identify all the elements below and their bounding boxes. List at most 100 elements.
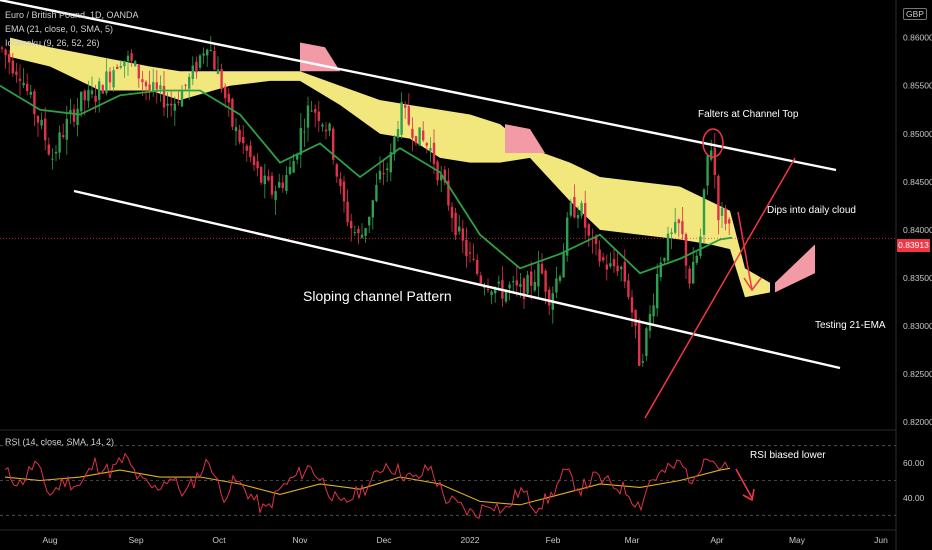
candle-up bbox=[285, 175, 288, 191]
candle-up bbox=[209, 49, 212, 51]
candle-down bbox=[432, 142, 436, 164]
candle-down bbox=[598, 249, 601, 262]
candle-down bbox=[227, 93, 230, 103]
candle-up bbox=[296, 154, 299, 160]
candle-down bbox=[281, 182, 284, 188]
candle-up bbox=[328, 123, 331, 131]
candle-up bbox=[526, 274, 529, 294]
candle-up bbox=[652, 305, 655, 317]
candle-up bbox=[458, 226, 461, 232]
candle-down bbox=[270, 175, 274, 195]
candle-up bbox=[656, 273, 659, 309]
candle-up bbox=[321, 124, 324, 127]
candle-down bbox=[242, 137, 245, 144]
y-tick-label: 0.84000 bbox=[903, 225, 932, 235]
candle-down bbox=[220, 68, 223, 90]
candle-down bbox=[479, 275, 482, 284]
candle-down bbox=[101, 85, 104, 94]
candle-up bbox=[490, 291, 493, 296]
candle-down bbox=[627, 280, 630, 298]
candle-up bbox=[670, 232, 673, 234]
candle-down bbox=[612, 259, 616, 267]
rsi-line bbox=[4, 452, 729, 519]
candle-up bbox=[353, 232, 356, 234]
candle-down bbox=[584, 203, 587, 228]
candle-down bbox=[382, 173, 385, 175]
candle-up bbox=[504, 289, 508, 302]
candle-down bbox=[195, 61, 198, 73]
candle-up bbox=[692, 261, 695, 284]
candle-down bbox=[238, 129, 241, 142]
candle-up bbox=[119, 66, 122, 68]
candle-down bbox=[33, 91, 36, 115]
candle-down bbox=[177, 101, 180, 104]
candle-up bbox=[360, 234, 364, 238]
candle-up bbox=[216, 69, 220, 74]
candle-down bbox=[252, 156, 256, 166]
candle-up bbox=[393, 136, 396, 154]
candle-up bbox=[188, 76, 191, 89]
candle-down bbox=[0, 47, 4, 49]
candle-up bbox=[123, 60, 126, 67]
candle-down bbox=[422, 130, 425, 141]
ichimoku-cloud-bearish bbox=[775, 244, 815, 293]
candle-up bbox=[274, 191, 277, 200]
symbol-title[interactable]: Euro / British Pound, 1D, OANDA bbox=[5, 10, 139, 20]
ichimoku-indicator-label[interactable]: Ichimoku (9, 26, 52, 26) bbox=[5, 38, 100, 48]
ichimoku-cloud-bearish bbox=[505, 124, 545, 154]
candle-down bbox=[447, 180, 450, 206]
candle-down bbox=[515, 280, 518, 286]
candle-down bbox=[332, 128, 335, 160]
candle-up bbox=[645, 328, 648, 356]
y-tick-label: 0.85500 bbox=[903, 81, 932, 91]
candle-up bbox=[112, 70, 115, 88]
candle-up bbox=[299, 127, 302, 155]
candle-up bbox=[555, 278, 558, 293]
candle-down bbox=[573, 196, 576, 218]
candle-up bbox=[569, 202, 572, 216]
candle-down bbox=[184, 84, 187, 86]
candle-up bbox=[90, 90, 94, 95]
candle-down bbox=[717, 175, 720, 221]
candle-down bbox=[44, 118, 47, 141]
candle-down bbox=[8, 54, 11, 63]
candle-down bbox=[260, 166, 263, 183]
candle-up bbox=[580, 203, 583, 216]
candle-down bbox=[141, 79, 144, 83]
candle-down bbox=[314, 108, 317, 113]
candle-down bbox=[544, 270, 547, 292]
candle-down bbox=[540, 263, 544, 274]
ema-indicator-label[interactable]: EMA (21, close, 0, SMA, 5) bbox=[5, 24, 114, 34]
candle-up bbox=[396, 128, 400, 138]
candle-down bbox=[231, 98, 234, 127]
candle-down bbox=[616, 265, 619, 272]
candle-down bbox=[472, 258, 475, 260]
down-arrow-shaft bbox=[737, 211, 753, 291]
candle-up bbox=[69, 110, 72, 114]
candle-up bbox=[483, 287, 486, 289]
candle-down bbox=[335, 164, 338, 177]
candle-up bbox=[497, 281, 500, 284]
rsi-indicator-label[interactable]: RSI (14, close, SMA, 14, 2) bbox=[5, 437, 115, 447]
candle-down bbox=[249, 145, 252, 158]
candle-down bbox=[94, 95, 97, 102]
candle-down bbox=[256, 161, 259, 169]
candle-down bbox=[245, 145, 248, 151]
candle-down bbox=[116, 66, 119, 70]
candle-down bbox=[224, 86, 227, 99]
candle-up bbox=[533, 281, 536, 291]
candle-down bbox=[476, 259, 479, 274]
x-tick-label: Dec bbox=[376, 535, 392, 545]
candle-up bbox=[105, 71, 108, 94]
candle-down bbox=[11, 60, 14, 74]
candle-up bbox=[134, 61, 137, 66]
candle-up bbox=[609, 263, 612, 267]
channel-top-line bbox=[0, 0, 837, 172]
candle-up bbox=[400, 101, 403, 135]
y-tick-label: 0.82000 bbox=[903, 417, 932, 427]
rsi-tick-label: 60.00 bbox=[903, 458, 925, 468]
candle-down bbox=[630, 297, 634, 313]
candle-up bbox=[152, 82, 155, 91]
candle-up bbox=[51, 158, 54, 160]
